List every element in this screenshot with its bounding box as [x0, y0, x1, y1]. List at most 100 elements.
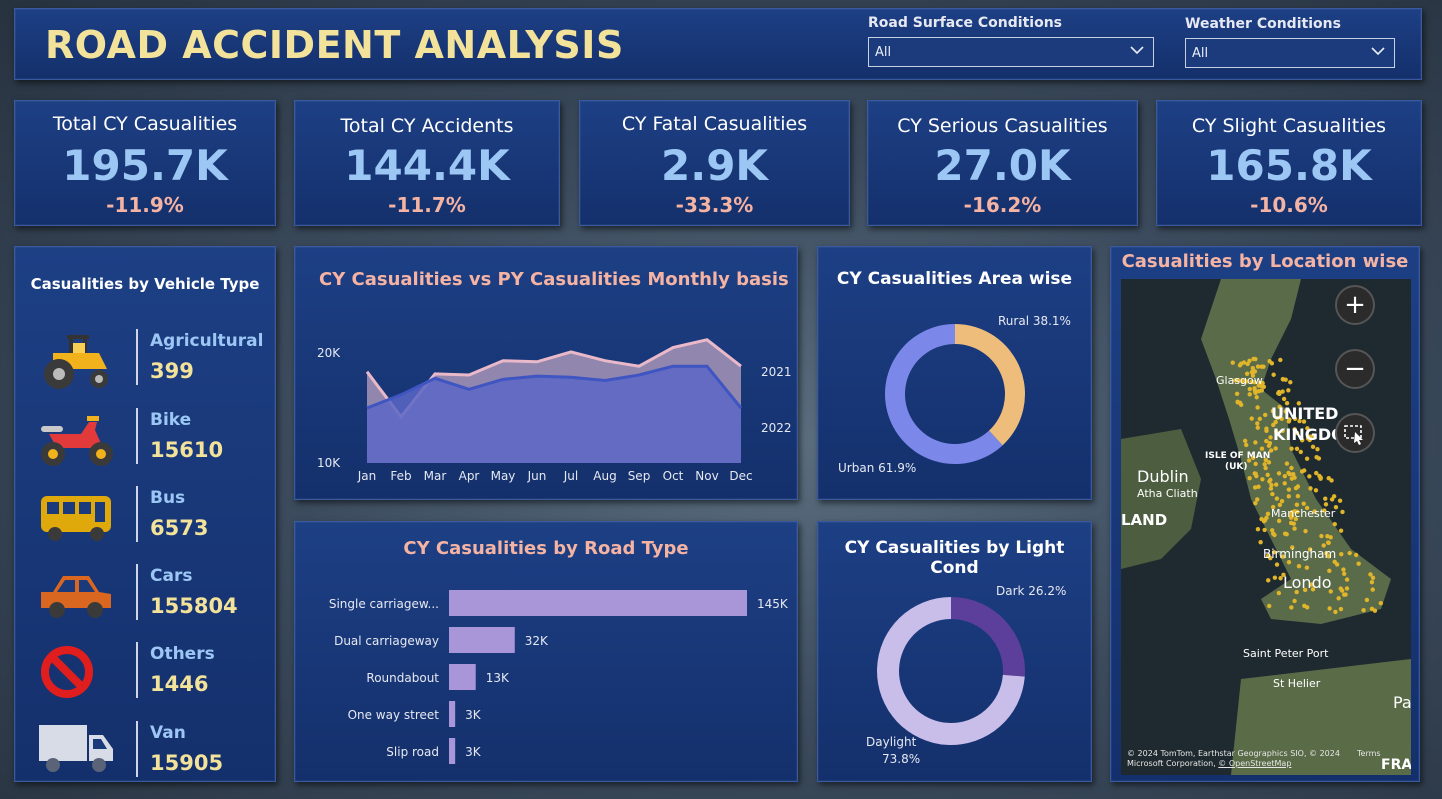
kpi-title: CY Fatal Casualities	[621, 113, 808, 135]
casualty-dot	[1288, 380, 1293, 385]
kpi-title: CY Serious Casualities	[897, 115, 1108, 137]
terms-link[interactable]: Terms	[1357, 749, 1381, 758]
chart-title: Casualities by Location wise	[1121, 251, 1409, 272]
donut-slice-rural	[955, 324, 1025, 446]
kpi-value: 165.8K	[1206, 141, 1372, 190]
casualty-dot	[1322, 508, 1327, 513]
category-label: Slip road	[386, 745, 439, 759]
casualty-dot	[1294, 589, 1299, 595]
casualty-dot	[1302, 587, 1308, 593]
map-attribution: © 2024 TomTom, Earthstar Geographics SIO…	[1127, 749, 1357, 769]
vehicle-value: 1446	[150, 672, 209, 696]
vehicle-value: 155804	[150, 594, 238, 618]
selection-icon	[1344, 425, 1363, 445]
x-tick-label: Sep	[628, 469, 651, 483]
casualty-dot	[1303, 528, 1308, 534]
casualty-dot	[1250, 365, 1256, 371]
kpi-delta: -33.3%	[675, 193, 754, 217]
kpi-value: 27.0K	[934, 141, 1071, 190]
casualty-dot	[1244, 442, 1249, 448]
prohibited-icon	[37, 642, 115, 704]
casualty-dot	[1338, 528, 1344, 533]
donut-slice-urban	[885, 324, 1003, 464]
casualty-dot	[1256, 484, 1261, 489]
x-tick-label: Nov	[695, 469, 718, 483]
casualty-dot	[1262, 527, 1267, 533]
bar-value-label: 32K	[525, 634, 549, 648]
casualty-dot	[1259, 446, 1265, 451]
casualty-dot	[1378, 600, 1384, 606]
casualty-dot	[1298, 449, 1303, 455]
casualty-dot	[1308, 486, 1313, 491]
casualty-dot	[1269, 528, 1275, 533]
kpi-value: 144.4K	[344, 141, 510, 190]
casualty-dot	[1333, 505, 1339, 510]
kpi-value: 195.7K	[62, 141, 228, 190]
casualty-dot	[1238, 361, 1244, 366]
motorbike-icon	[37, 408, 115, 470]
casualty-dot	[1249, 370, 1255, 375]
casualty-dot	[1263, 457, 1268, 463]
casualty-dot	[1328, 589, 1333, 594]
casualty-dot	[1370, 587, 1375, 592]
weather-dropdown[interactable]: All	[1185, 38, 1395, 68]
casualty-dot	[1263, 465, 1268, 471]
weather-slicer: Weather Conditions All	[1185, 16, 1395, 68]
casualty-dot	[1313, 488, 1319, 493]
kpi-title: Total CY Accidents	[340, 115, 514, 137]
casualty-dot	[1250, 455, 1256, 461]
zoom-in-button[interactable]: +	[1335, 285, 1375, 325]
casualty-dot	[1280, 389, 1285, 394]
divider	[136, 486, 138, 542]
casualty-dot	[1333, 609, 1338, 615]
vehicle-name: Van	[150, 723, 186, 743]
map-label: Manchester	[1271, 507, 1336, 520]
casualty-dot	[1340, 509, 1345, 515]
casualty-dot	[1294, 446, 1300, 451]
casualty-dot	[1318, 476, 1323, 481]
casualty-dot	[1269, 482, 1274, 488]
casualty-dot	[1255, 364, 1261, 369]
vehicle-panel-title: Casualities by Vehicle Type	[30, 275, 260, 293]
series-area-2022	[367, 366, 741, 463]
casualty-dot	[1277, 404, 1282, 410]
kpi-delta: -16.2%	[963, 193, 1042, 217]
casualty-dot	[1324, 551, 1329, 556]
x-tick-label: Dec	[729, 469, 752, 483]
kpi-delta: -10.6%	[1250, 193, 1328, 217]
bar	[449, 701, 456, 727]
vehicle-value: 15905	[150, 751, 224, 775]
casualty-dot	[1336, 596, 1341, 601]
casualty-dot	[1293, 516, 1298, 522]
casualty-dot	[1286, 388, 1291, 393]
casualty-dot	[1252, 386, 1257, 391]
osm-link[interactable]: © OpenStreetMap	[1218, 759, 1292, 768]
casualty-dot	[1294, 430, 1300, 436]
kpi-card-total-casualities: Total CY Casualities 195.7K -11.9%	[14, 100, 276, 226]
casualty-dot	[1260, 477, 1265, 482]
road-surface-dropdown[interactable]: All	[868, 37, 1154, 67]
donut-slice-dark	[951, 597, 1025, 677]
bar-value-label: 13K	[486, 671, 510, 685]
x-tick-label: Jun	[527, 469, 547, 483]
casualty-dot	[1372, 608, 1378, 613]
list-item: Others 1446	[15, 638, 275, 708]
casualty-dot	[1361, 607, 1366, 613]
casualty-dot	[1268, 486, 1274, 491]
casualty-dot	[1277, 502, 1283, 508]
casualty-dot	[1292, 416, 1298, 421]
casualty-dot	[1269, 361, 1275, 366]
car-icon	[37, 564, 115, 626]
casualty-dot	[1278, 357, 1283, 363]
casualty-dot	[1328, 535, 1333, 540]
casualty-dot	[1369, 579, 1375, 585]
select-tool-button[interactable]	[1335, 413, 1375, 453]
map-canvas[interactable]: Glasgow UNITED KINGDOM Dublin Atha Cliat…	[1121, 279, 1411, 775]
list-item: Van 15905	[15, 717, 275, 787]
zoom-out-button[interactable]: −	[1335, 349, 1375, 389]
divider	[136, 721, 138, 777]
casualty-dot	[1344, 577, 1350, 582]
chevron-down-icon	[1129, 43, 1145, 61]
casualty-dot	[1259, 516, 1264, 522]
attribution-text: © 2024 TomTom, Earthstar Geographics SIO…	[1127, 749, 1340, 768]
